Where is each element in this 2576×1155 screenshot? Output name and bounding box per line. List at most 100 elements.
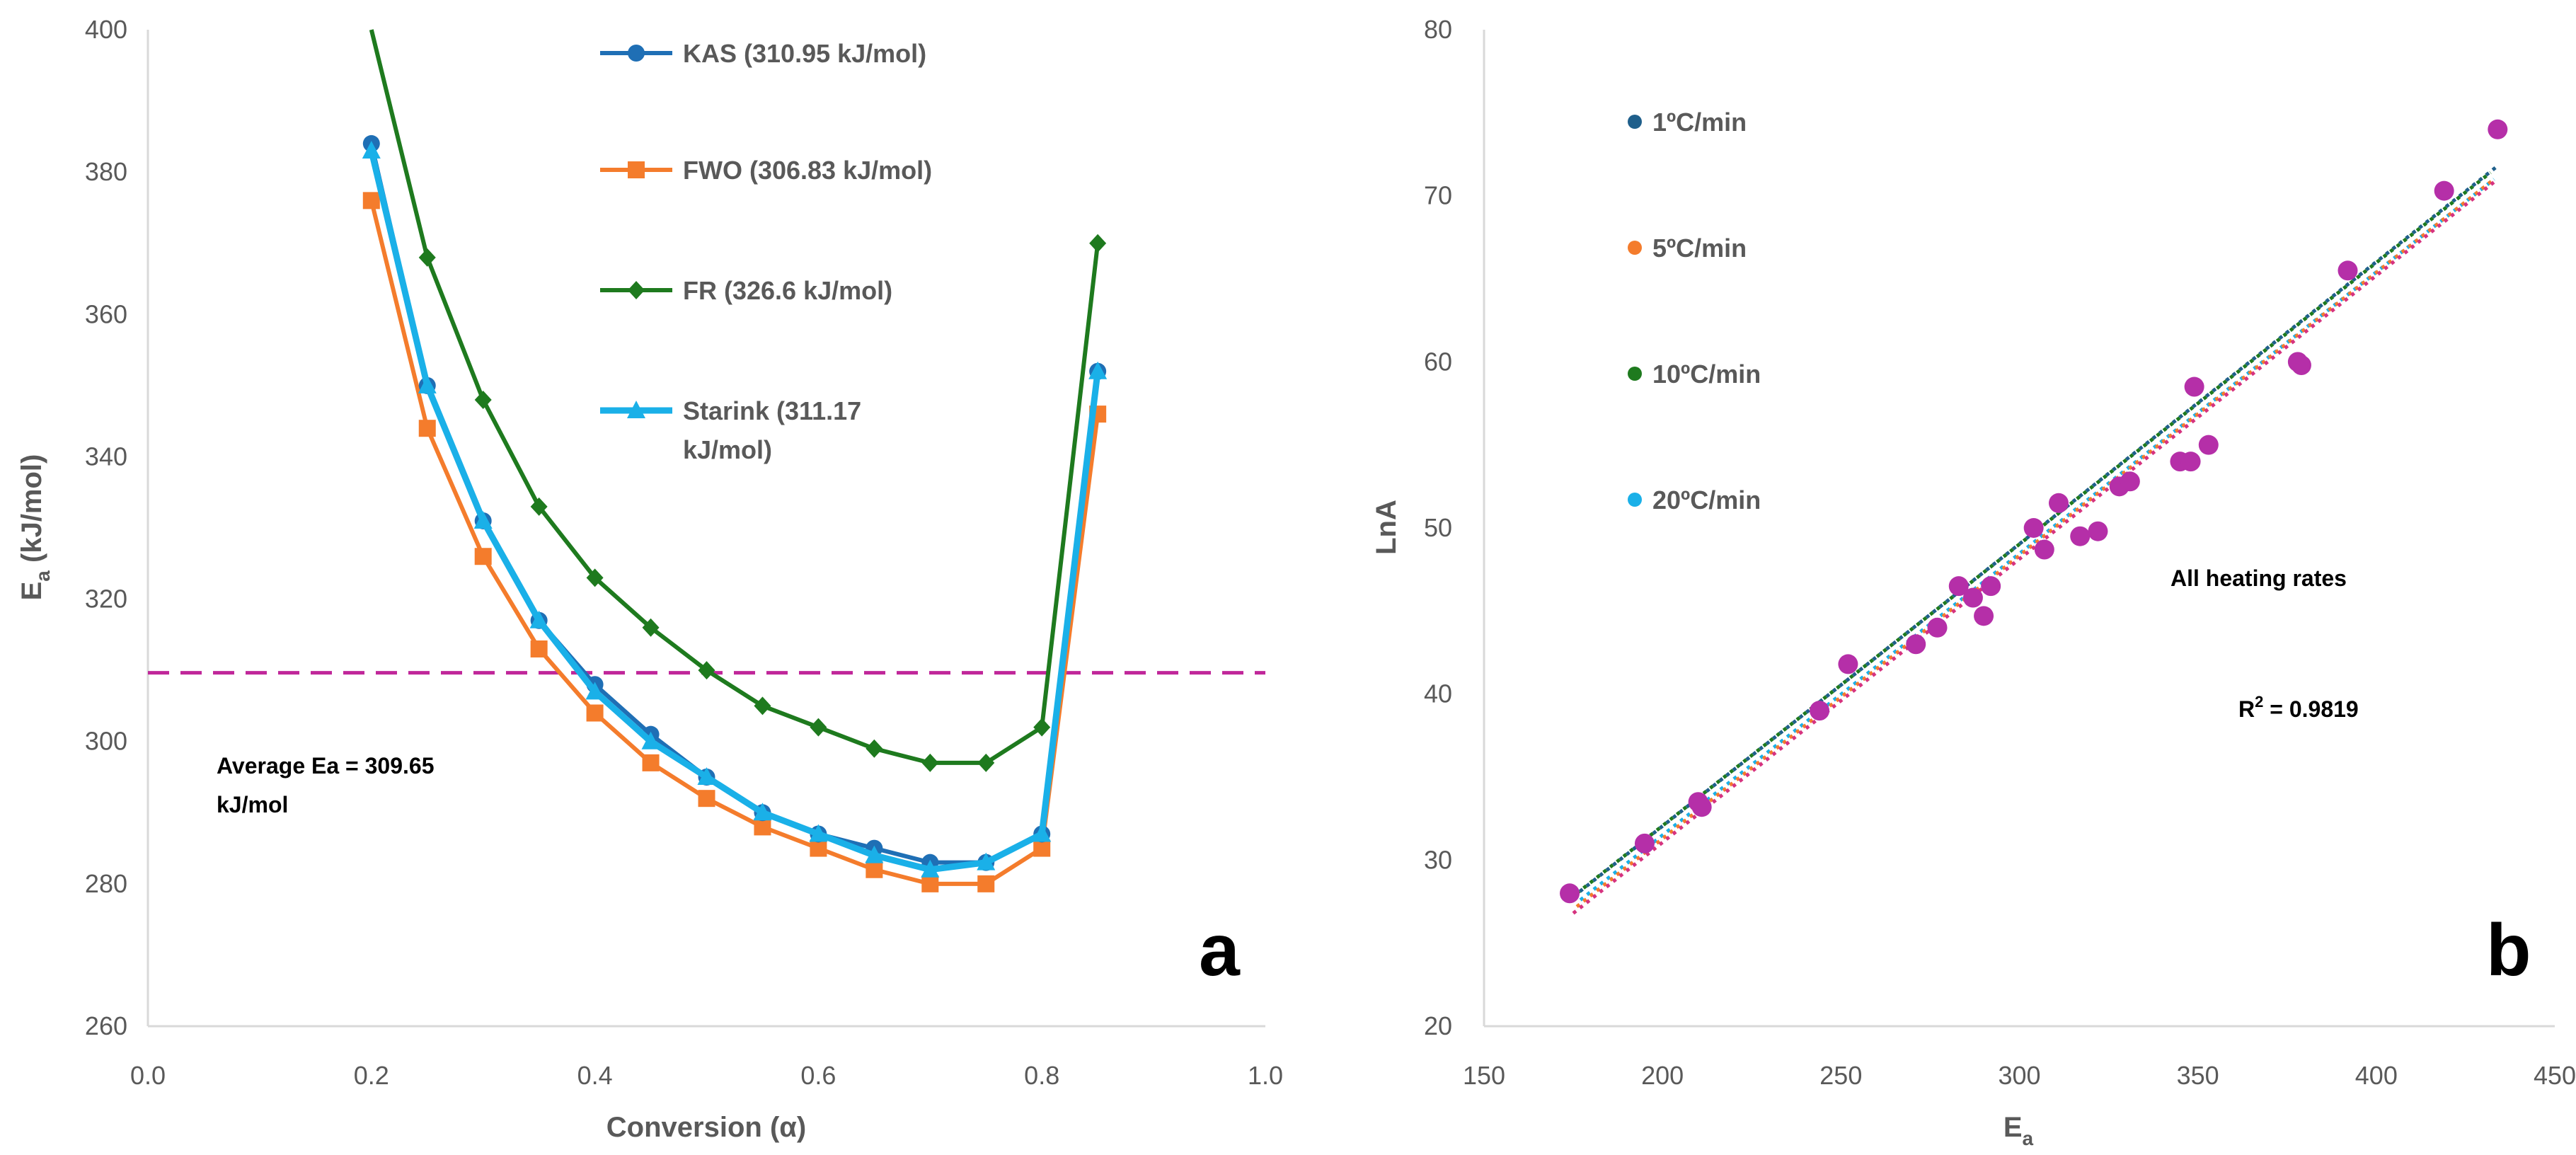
legend-label-10-c-min: 10ºC/min: [1652, 360, 1761, 389]
data-point-starink-5: [641, 731, 660, 749]
average-ea-annotation-line2: kJ/mol: [217, 792, 288, 817]
data-point-starink-2: [473, 510, 493, 529]
data-point-fwo-3: [530, 640, 548, 657]
scatter-point-12: [2023, 518, 2044, 538]
panel-b-y-tick-60: 60: [1424, 347, 1452, 376]
panel-a-x-tick-0-8: 0.8: [1024, 1061, 1059, 1090]
average-ea-annotation-line1: Average Ea = 309.65: [217, 753, 434, 778]
data-point-fwo-11: [977, 875, 995, 892]
scatter-point-8: [1948, 576, 1969, 597]
data-point-starink-11: [977, 852, 996, 870]
data-point-fwo-4: [586, 704, 604, 722]
data-point-starink-9: [865, 845, 884, 863]
panel-b-x-tick-350: 350: [2177, 1061, 2219, 1090]
legend-label-20-c-min: 20ºC/min: [1652, 485, 1761, 515]
data-point-fr-12: [1033, 718, 1051, 737]
legend-swatch-marker-fwo: [628, 161, 645, 178]
series-fwo: [362, 192, 1107, 892]
panel-a-y-tick-360: 360: [85, 299, 127, 328]
series-fr: [369, 29, 1107, 772]
legend-label-fr: FR (326.6 kJ/mol): [683, 276, 892, 305]
legend-label-starink-line1: Starink (311.17: [683, 396, 861, 425]
scatter-point-9: [1962, 587, 1983, 608]
legend-label-5-c-min: 5ºC/min: [1652, 234, 1747, 263]
panel-a-x-tick-labels: 0.0 0.2 0.4 0.6 0.8 1.0: [130, 1061, 1283, 1090]
trendline-4: [1572, 178, 2499, 915]
panel-b-y-tick-50: 50: [1424, 513, 1452, 542]
data-point-starink-10: [921, 859, 940, 878]
panel-a-series: [362, 29, 1108, 892]
panel-a-legend: KAS (310.95 kJ/mol) FWO (306.83 kJ/mol) FR…: [600, 39, 932, 464]
panel-b-x-axis-title: Ea: [2003, 1112, 2034, 1149]
panel-b-legend: 1ºC/min 5ºC/min 10ºC/min 20ºC/min: [1628, 108, 1761, 515]
data-point-fr-3: [530, 497, 548, 516]
data-point-fr-10: [921, 753, 939, 772]
legend-label-starink-line2: kJ/mol): [683, 435, 772, 464]
panel-a-y-tick-340: 340: [85, 442, 127, 471]
scatter-point-1: [1634, 833, 1655, 854]
panel-a-y-tick-300: 300: [85, 727, 127, 756]
series-line-fwo: [369, 200, 1100, 886]
all-heating-rates-annotation: All heating rates: [2170, 565, 2347, 591]
panel-b-x-tick-labels: 150 200 250 300 350 400 450: [1463, 1061, 2576, 1090]
scatter-point-25: [2338, 260, 2358, 281]
data-point-starink-8: [809, 824, 828, 842]
panel-b-x-tick-450: 450: [2534, 1061, 2576, 1090]
data-point-fwo-1: [418, 420, 436, 437]
panel-a-x-axis-title: Conversion (α): [606, 1112, 806, 1143]
scatter-point-0: [1560, 883, 1580, 904]
panel-b-y-axis-title: LnA: [1371, 500, 1402, 555]
legend-swatch-marker-fr: [628, 281, 645, 299]
scatter-point-20: [2180, 452, 2201, 472]
data-point-starink-12: [1033, 824, 1052, 842]
panel-b-x-tick-400: 400: [2355, 1061, 2398, 1090]
panel-a-y-tick-400: 400: [85, 15, 127, 44]
data-point-fr-1: [418, 248, 436, 267]
trendline-3: [1575, 178, 2495, 908]
data-point-fwo-9: [866, 861, 883, 878]
data-point-fr-5: [642, 618, 660, 637]
legend-swatch-marker-starink: [627, 401, 645, 418]
data-point-fwo-5: [642, 754, 660, 771]
data-point-fwo-2: [474, 548, 492, 565]
panel-b-y-tick-30: 30: [1424, 845, 1452, 874]
panel-b-y-tick-20: 20: [1424, 1011, 1452, 1040]
legend-label-fwo: FWO (306.83 kJ/mol): [683, 156, 932, 185]
data-point-fwo-0: [362, 192, 380, 209]
data-point-fr-4: [586, 568, 604, 587]
legend-swatch-marker-kas: [628, 45, 645, 62]
data-point-starink-13: [1088, 361, 1108, 379]
scatter-point-10: [1974, 606, 1994, 626]
scatter-point-26: [2434, 180, 2454, 201]
r-squared-annotation: R2 = 0.9819: [2238, 693, 2359, 722]
panel-a-y-tick-280: 280: [85, 869, 127, 898]
legend-label-kas: KAS (310.95 kJ/mol): [683, 39, 926, 68]
data-point-fwo-7: [754, 818, 771, 836]
series-line-kas: [369, 143, 1100, 865]
data-point-fwo-6: [698, 790, 715, 808]
scatter-point-18: [2120, 471, 2140, 492]
legend-marker-20-c-min: [1628, 493, 1642, 507]
legend-marker-1-c-min: [1628, 115, 1642, 129]
series-line-fr: [369, 29, 1100, 765]
panel-b-label: b: [2486, 909, 2531, 992]
panel-a-x-tick-0-4: 0.4: [577, 1061, 613, 1090]
data-point-fwo-8: [810, 839, 827, 857]
scatter-point-15: [2070, 526, 2091, 546]
data-point-fr-6: [698, 661, 715, 680]
panel-b-x-tick-150: 150: [1463, 1061, 1505, 1090]
panel-b-trendlines: [1572, 164, 2499, 915]
scatter-point-3: [1691, 797, 1712, 817]
data-point-fwo-12: [1033, 839, 1051, 857]
scatter-point-24: [2291, 355, 2311, 376]
data-point-fwo-10: [921, 875, 939, 892]
scatter-point-6: [1906, 634, 1926, 655]
data-point-fr-13: [1089, 234, 1107, 253]
scatter-point-27: [2488, 119, 2508, 139]
data-point-fr-2: [474, 390, 492, 409]
panel-b-x-tick-250: 250: [1819, 1061, 1862, 1090]
panel-a-label: a: [1199, 909, 1241, 992]
data-point-starink-1: [418, 375, 437, 393]
